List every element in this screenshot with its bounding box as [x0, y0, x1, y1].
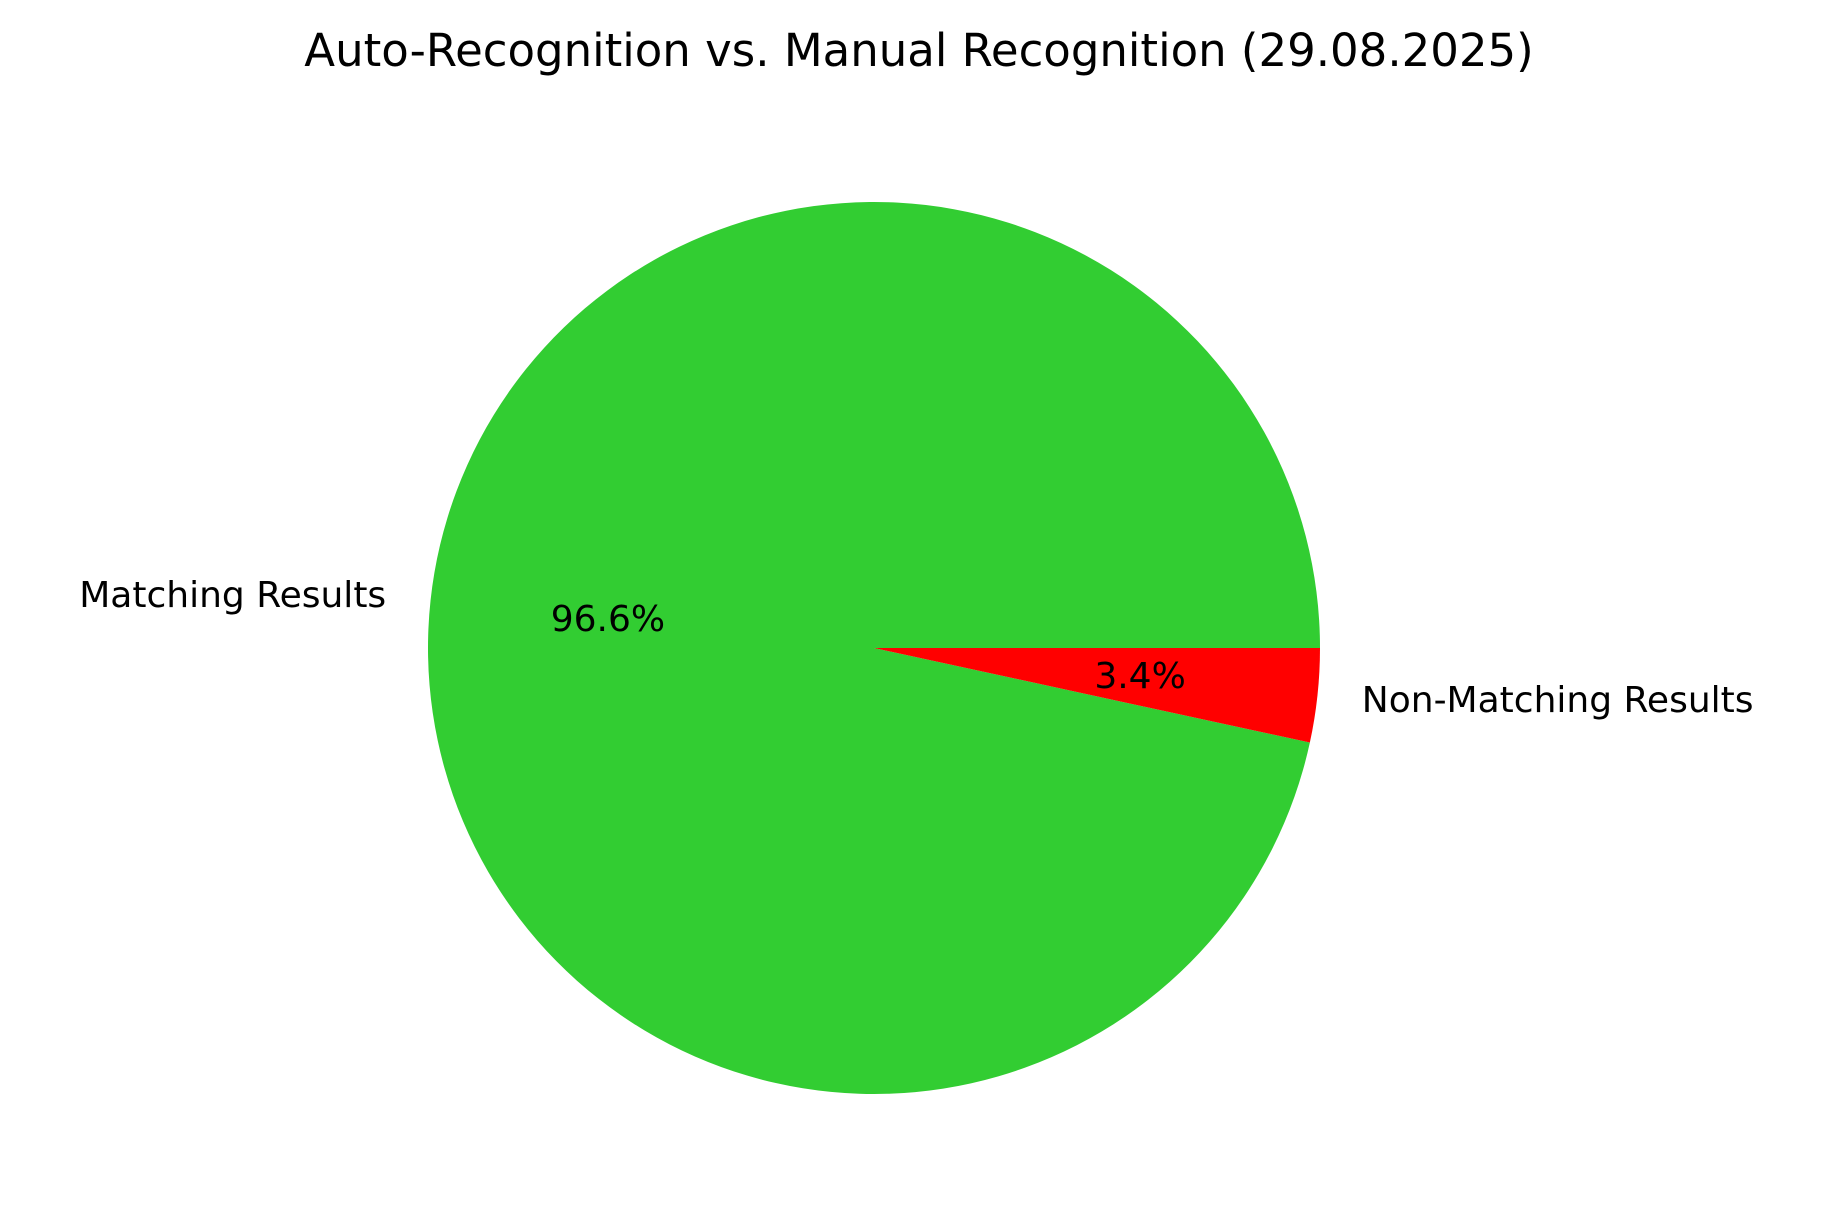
pie-slice-non-matching-results — [874, 648, 1320, 743]
chart-title: Auto-Recognition vs. Manual Recognition … — [304, 24, 1534, 77]
pie-category-label: Matching Results — [79, 575, 386, 616]
pie-slice-matching-results — [428, 201, 1320, 1094]
pie-percent-label: 96.6% — [551, 599, 665, 640]
pie-percent-label: 3.4% — [1094, 656, 1185, 697]
pie-category-label: Non-Matching Results — [1362, 680, 1754, 721]
